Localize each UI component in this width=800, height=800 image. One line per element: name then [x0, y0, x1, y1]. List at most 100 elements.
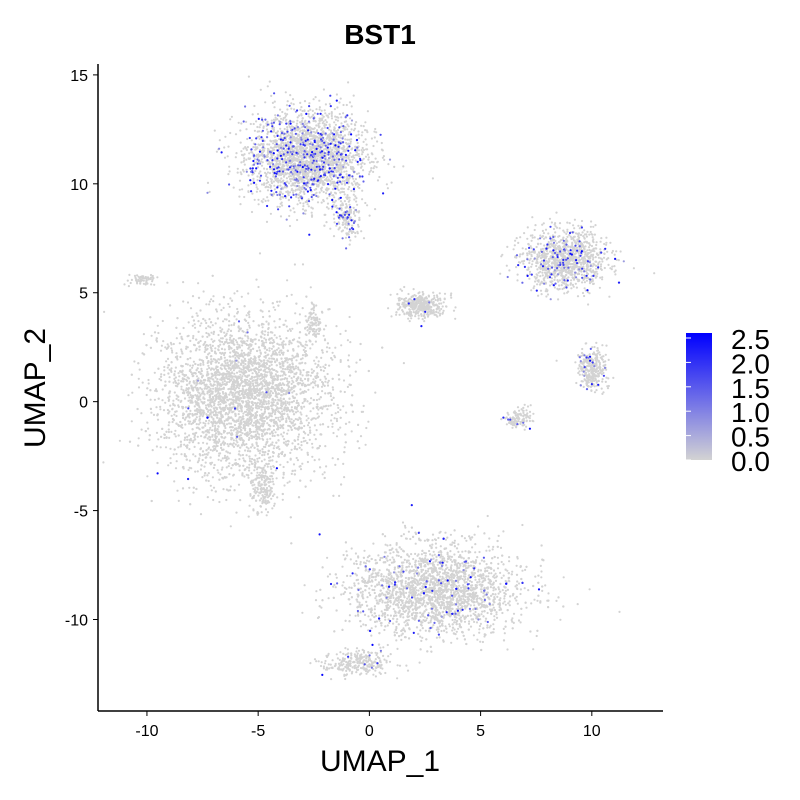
cell-point — [303, 173, 306, 176]
cell-point — [308, 102, 311, 105]
cell-point — [355, 134, 358, 137]
cell-point — [325, 206, 329, 209]
cell-point — [279, 108, 282, 111]
cell-point — [297, 433, 301, 436]
cell-point — [319, 119, 322, 122]
cell-point — [260, 183, 264, 186]
cell-point — [167, 428, 170, 431]
cell-point — [312, 407, 315, 410]
cell-point — [328, 308, 331, 311]
cell-point — [342, 187, 345, 190]
cell-point — [300, 448, 303, 451]
cell-point — [279, 337, 282, 341]
cell-point — [177, 405, 180, 408]
cell-point — [299, 141, 302, 144]
cell-point — [249, 122, 252, 126]
cell-point — [271, 171, 274, 174]
cell-point — [364, 138, 367, 141]
cell-point — [326, 372, 329, 376]
cell-point — [298, 362, 301, 365]
cell-point — [266, 438, 269, 441]
cell-point — [269, 163, 272, 166]
cell-point — [333, 201, 336, 204]
cell-point — [307, 417, 310, 420]
cell-point — [188, 438, 191, 442]
cell-point — [362, 169, 365, 172]
cell-point — [270, 180, 273, 183]
cell-point — [207, 377, 210, 380]
cell-point — [202, 343, 205, 346]
cell-point — [215, 449, 218, 453]
cell-point — [318, 108, 321, 111]
cell-point — [327, 207, 330, 210]
cell-point — [171, 407, 174, 410]
cell-point — [325, 121, 328, 124]
cell-point — [336, 187, 339, 190]
cell-point — [334, 346, 337, 349]
cell-point — [265, 179, 268, 182]
cell-point — [286, 190, 289, 193]
cell-point — [290, 342, 293, 345]
cell-point — [347, 156, 350, 159]
cell-point — [211, 344, 214, 347]
cell-point — [345, 120, 348, 123]
cell-point — [232, 442, 235, 445]
cell-point — [290, 107, 293, 110]
cell-point — [279, 195, 282, 199]
cell-point — [326, 381, 329, 384]
cell-point — [277, 347, 280, 350]
cell-point — [378, 175, 381, 179]
cell-point — [271, 455, 275, 458]
cell-point — [304, 141, 307, 145]
cell-point — [290, 167, 293, 171]
cell-point — [206, 410, 210, 413]
cell-point — [368, 214, 371, 217]
cell-point — [285, 410, 288, 413]
cell-point — [314, 119, 317, 123]
cell-point — [340, 125, 343, 128]
cell-point — [295, 408, 298, 411]
cell-point — [228, 422, 231, 425]
cell-point — [263, 337, 266, 340]
cell-point — [325, 114, 328, 117]
cell-point — [350, 230, 353, 233]
cell-point — [335, 417, 338, 420]
cell-point — [330, 178, 333, 181]
cell-point — [296, 322, 299, 325]
cell-point — [343, 134, 347, 137]
cell-point — [376, 140, 379, 143]
cell-point — [279, 202, 282, 205]
cell-point — [250, 210, 254, 214]
cell-point — [334, 412, 337, 415]
cell-point — [333, 217, 336, 220]
cell-point — [330, 182, 333, 185]
cell-point — [222, 440, 225, 443]
cell-point — [284, 119, 287, 122]
cell-point — [307, 115, 310, 118]
cell-point — [173, 413, 176, 416]
cell-point — [316, 201, 320, 204]
cell-point — [245, 405, 248, 409]
cell-point — [362, 157, 365, 160]
cell-point — [289, 94, 292, 97]
cell-point — [184, 432, 187, 435]
cell-point — [271, 167, 274, 170]
cell-point — [322, 200, 325, 203]
cell-point — [299, 190, 302, 193]
cell-point — [207, 472, 210, 475]
cell-point — [301, 354, 305, 357]
cell-point — [358, 155, 361, 158]
cell-point — [252, 122, 255, 126]
cell-point — [241, 344, 244, 347]
cell-point — [349, 239, 352, 242]
cell-point — [261, 448, 264, 451]
cell-point — [266, 189, 270, 192]
cell-point — [305, 147, 308, 150]
cell-point — [177, 379, 180, 382]
cell-point — [245, 147, 248, 150]
cell-point — [145, 393, 148, 397]
cell-point — [191, 413, 194, 416]
cell-point — [297, 199, 301, 202]
cell-point — [272, 429, 276, 432]
cell-point — [231, 444, 234, 447]
